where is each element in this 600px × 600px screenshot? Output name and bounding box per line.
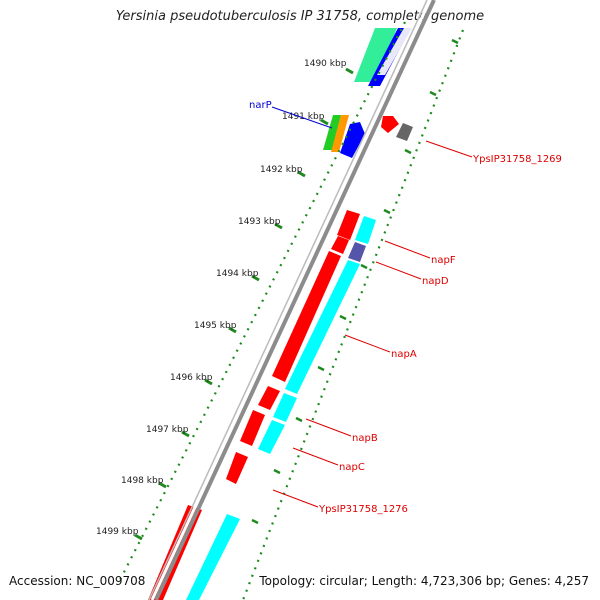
gene-label-napb: napB: [352, 433, 378, 444]
gene-label-narp: narP: [249, 100, 272, 111]
kbp-label-1498: 1498 kbp: [121, 476, 164, 486]
gene-cyan-napa: [285, 260, 360, 394]
leader-napc: [292, 447, 339, 466]
kbp-label-1495: 1495 kbp: [194, 321, 237, 331]
gene-blue-narp: [340, 122, 365, 158]
gene-label-napa: napA: [391, 349, 417, 360]
leader-napf: [384, 240, 431, 259]
gene-red-1269: [381, 116, 399, 133]
gene-red-napf: [337, 210, 360, 240]
backbone-inner-line: [148, 0, 428, 600]
gene-label-1269: YpsIP31758_1269: [472, 154, 562, 165]
kbp-label-1499: 1499 kbp: [96, 527, 139, 537]
kbp-label-1496: 1496 kbp: [170, 373, 213, 383]
gene-orange-narp: [331, 115, 349, 152]
kbp-label-1497: 1497 kbp: [146, 425, 189, 435]
gene-purple-napd: [348, 242, 366, 262]
gene-cyan-bottom: [186, 514, 240, 600]
backbone-white-gap: [150, 0, 432, 600]
map-title: Yersinia pseudotuberculosis IP 31758, co…: [115, 9, 485, 24]
accession-label: Accession: NC_009708: [9, 574, 146, 588]
gene-red-napa: [272, 251, 341, 382]
gene-red-napd: [331, 236, 349, 254]
scale-major-ticks: [134, 67, 354, 541]
gene-label-napf: napF: [431, 255, 456, 266]
leader-1269: [425, 140, 473, 158]
backbone-line: [154, 0, 436, 600]
gene-cyan-napf: [355, 216, 376, 244]
topology-label: Topology: circular; Length: 4,723,306 bp…: [259, 574, 589, 588]
leader-napa: [344, 334, 391, 353]
leader-narp: [271, 106, 333, 129]
gene-red-1276: [226, 452, 248, 484]
outer-dotted-ring: [241, 29, 465, 600]
gene-cyan-napb: [273, 393, 297, 422]
gene-cyan-napc: [258, 420, 285, 454]
kbp-label-1492: 1492 kbp: [260, 165, 303, 175]
gene-label-napc: napC: [339, 462, 365, 473]
scale-dotted-line: [119, 21, 406, 581]
gene-green-narp: [323, 115, 341, 150]
kbp-label-1493: 1493 kbp: [238, 217, 281, 227]
kbp-label-1491: 1491 kbp: [282, 112, 325, 122]
leader-napd: [375, 261, 422, 280]
kbp-label-1494: 1494 kbp: [216, 269, 259, 279]
gene-red-napb: [258, 386, 280, 410]
gene-label-1276: YpsIP31758_1276: [318, 504, 408, 515]
kbp-label-1490: 1490 kbp: [304, 59, 347, 69]
leader-1276: [272, 489, 319, 508]
gene-white-top: [377, 28, 412, 75]
gene-grey-1269: [396, 123, 413, 141]
scale-minor-ticks: [251, 38, 459, 525]
gene-label-napd: napD: [422, 276, 449, 287]
gene-red-napc: [240, 410, 265, 446]
gene-teal-top: [354, 28, 397, 82]
leader-napb: [305, 418, 352, 437]
